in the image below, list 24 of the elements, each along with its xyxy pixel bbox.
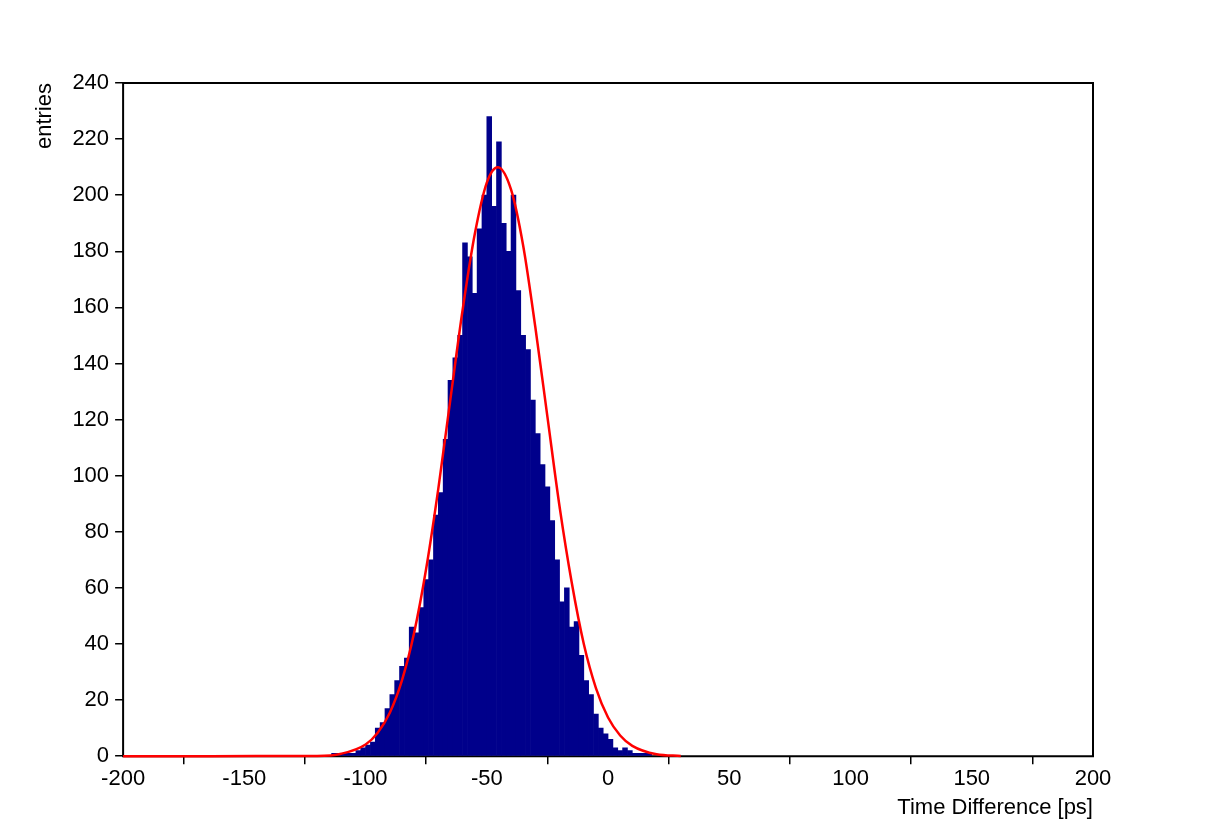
y-tick-label: 60 xyxy=(84,573,110,599)
y-tick-label: 180 xyxy=(72,237,110,263)
x-tick-label: 100 xyxy=(832,765,869,791)
y-tick-label: 40 xyxy=(84,630,110,656)
y-tick-label: 80 xyxy=(84,517,110,543)
y-axis-title: entries xyxy=(31,83,57,150)
x-tick-label: 0 xyxy=(601,765,615,791)
x-axis-title: Time Difference [ps] xyxy=(897,793,1093,819)
y-tick-label: 20 xyxy=(84,686,110,712)
y-tick-label: 220 xyxy=(72,125,110,151)
y-tick-label: 120 xyxy=(72,405,110,431)
x-tick-label: -100 xyxy=(343,765,388,791)
y-tick-label: 200 xyxy=(72,181,110,207)
y-tick-label: 0 xyxy=(96,742,110,768)
x-tick-label: 150 xyxy=(953,765,991,791)
x-tick-label: -200 xyxy=(101,765,146,791)
y-tick-label: 240 xyxy=(72,69,110,95)
y-tick-label: 140 xyxy=(72,349,110,375)
y-tick-label: 160 xyxy=(72,293,110,319)
x-tick-label: -50 xyxy=(470,765,503,791)
x-tick-label: -150 xyxy=(222,765,267,791)
x-tick-label: 50 xyxy=(717,765,742,791)
x-tick-label: 200 xyxy=(1074,765,1112,791)
y-tick-label: 100 xyxy=(72,461,110,487)
